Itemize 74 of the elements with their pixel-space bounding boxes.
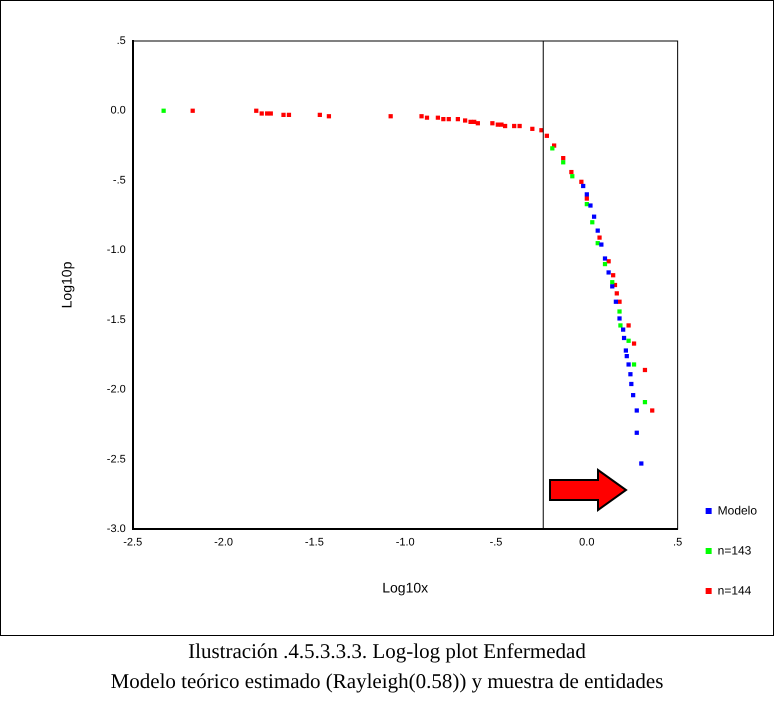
point: [584, 196, 589, 201]
point: [512, 124, 516, 128]
point: [606, 259, 611, 264]
point: [544, 134, 549, 138]
text: Ilustración .4.5.3.3.3. Log-log plot Enfermedad: [187, 638, 587, 665]
point: [490, 121, 494, 126]
point: [590, 220, 594, 224]
legend-label: Modelo: [718, 503, 758, 518]
point: [441, 116, 446, 122]
point: [581, 184, 586, 188]
point: [254, 108, 258, 113]
x-tick-label: -1.5: [304, 536, 324, 549]
point: [579, 180, 584, 184]
y-tick-label: -1.5: [106, 314, 126, 326]
point: [561, 160, 566, 164]
point: [318, 112, 322, 118]
point: [634, 430, 639, 435]
point: [614, 291, 619, 296]
point: [419, 114, 424, 118]
point: [472, 120, 476, 124]
point: [596, 228, 600, 233]
y-tick-label: 0.0: [110, 104, 126, 117]
point: [628, 372, 633, 376]
x-tick-label: -.5: [490, 536, 502, 549]
point: [499, 122, 504, 127]
point: [650, 408, 654, 413]
point: [446, 116, 451, 122]
point: [611, 273, 616, 278]
point: [599, 242, 604, 247]
point: [584, 192, 589, 196]
point: [561, 156, 566, 160]
point: [424, 116, 430, 120]
point: [476, 121, 480, 126]
point: [268, 111, 273, 116]
point: [388, 114, 393, 118]
point: [596, 241, 600, 246]
y-tick-label: -2.5: [106, 453, 126, 466]
point: [463, 118, 468, 123]
point: [610, 284, 614, 289]
y-tick-label: -3.0: [106, 523, 126, 536]
point: [260, 111, 264, 116]
point: [530, 126, 534, 131]
point: [436, 116, 440, 120]
y-axis-title: Log10p: [58, 261, 74, 308]
y-tick-label: -.5: [112, 174, 126, 186]
x-tick-label: .5: [673, 536, 682, 549]
point: [190, 108, 195, 113]
point: [592, 214, 596, 219]
x-tick-label: -1.0: [396, 536, 415, 549]
point: [634, 408, 639, 413]
x-tick-label: 0.0: [579, 536, 594, 549]
point: [326, 114, 332, 118]
x-tick-label: -2.0: [214, 536, 234, 549]
y-tick-label: .5: [116, 35, 126, 48]
point: [639, 461, 644, 466]
point: [162, 108, 166, 113]
point: [614, 300, 618, 304]
point: [629, 382, 634, 386]
point: [621, 327, 626, 332]
y-tick-label: -1.0: [106, 244, 126, 256]
point: [496, 122, 500, 127]
text: Modelo teórico estimado (Rayleigh(0.58)) y muestra de entidades: [110, 668, 664, 695]
point: [570, 174, 574, 178]
legend-label: n=144: [718, 583, 752, 598]
point: [626, 338, 631, 343]
point: [631, 393, 636, 398]
x-axis-title: Log10x: [382, 579, 428, 596]
legend-label: n=143: [718, 543, 752, 558]
point: [624, 354, 629, 358]
x-tick-label: -2.5: [123, 536, 142, 549]
point: [584, 202, 589, 206]
point: [550, 146, 554, 150]
point: [610, 280, 614, 284]
y-tick-label: -2.0: [106, 384, 126, 396]
